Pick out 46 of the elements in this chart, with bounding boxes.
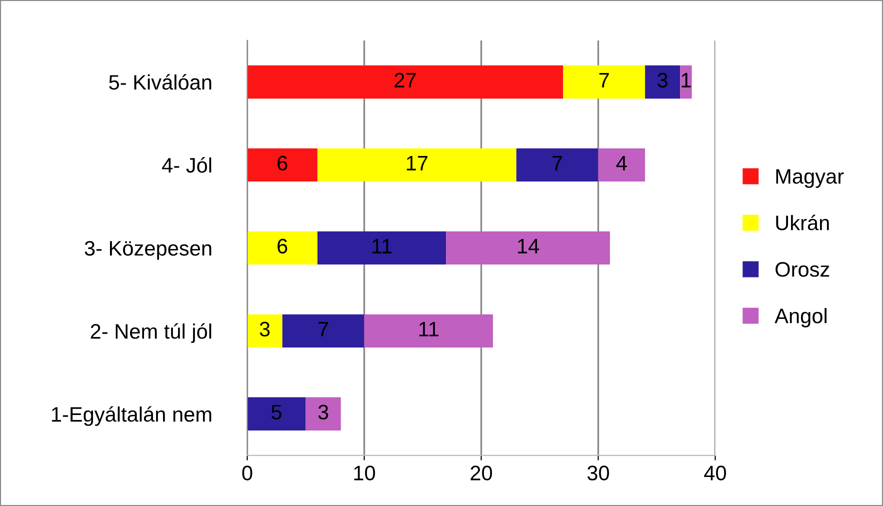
- bar: [598, 148, 646, 182]
- data-label: 27: [394, 72, 416, 88]
- bar: [282, 314, 364, 348]
- bar: [364, 314, 493, 348]
- data-label: 6: [278, 156, 288, 171]
- bar: [247, 65, 564, 99]
- data-label: 14: [518, 238, 540, 254]
- x-tick-label: 40: [704, 466, 726, 480]
- bar: [446, 231, 610, 265]
- legend-label: Magyar: [776, 169, 844, 188]
- data-label: 7: [552, 156, 562, 170]
- data-label: 3: [658, 72, 668, 88]
- bar: [247, 397, 306, 431]
- data-label: 5: [272, 404, 282, 420]
- data-label: 3: [260, 322, 270, 337]
- y-tick-label: 4- Jól: [162, 157, 212, 173]
- bar: [247, 314, 282, 348]
- data-label: 11: [372, 238, 392, 254]
- data-label: 6: [278, 238, 288, 254]
- data-label: 17: [406, 156, 428, 170]
- legend-label: Orosz: [776, 262, 830, 277]
- bar: [306, 397, 341, 431]
- data-label: 1: [682, 73, 691, 88]
- y-tick-label: 3- Közepesen: [84, 240, 212, 260]
- data-label: 4: [616, 156, 627, 170]
- data-label: 11: [419, 322, 438, 336]
- bar: [680, 65, 692, 99]
- bar: [317, 231, 446, 265]
- bar: [247, 148, 318, 182]
- y-tick-label: 2- Nem túl jól: [90, 323, 212, 343]
- x-tick-label: 10: [354, 466, 376, 480]
- y-tick-label: 5- Kiválóan: [109, 74, 212, 90]
- legend-label: Angol: [774, 308, 826, 328]
- x-tick-label: 0: [242, 466, 252, 480]
- bar: [317, 148, 516, 182]
- y-tick-label: 1-Egyáltalán nem: [52, 406, 212, 426]
- legend-label: Ukrán: [776, 214, 829, 230]
- bar: [516, 148, 598, 182]
- bar: [645, 65, 680, 99]
- data-label: 7: [318, 322, 328, 336]
- bar: [247, 231, 318, 265]
- x-tick-label: 20: [470, 466, 492, 480]
- data-label: 7: [599, 73, 609, 88]
- bar: [563, 65, 646, 99]
- data-label: 3: [318, 404, 328, 420]
- x-tick-label: 30: [587, 466, 610, 480]
